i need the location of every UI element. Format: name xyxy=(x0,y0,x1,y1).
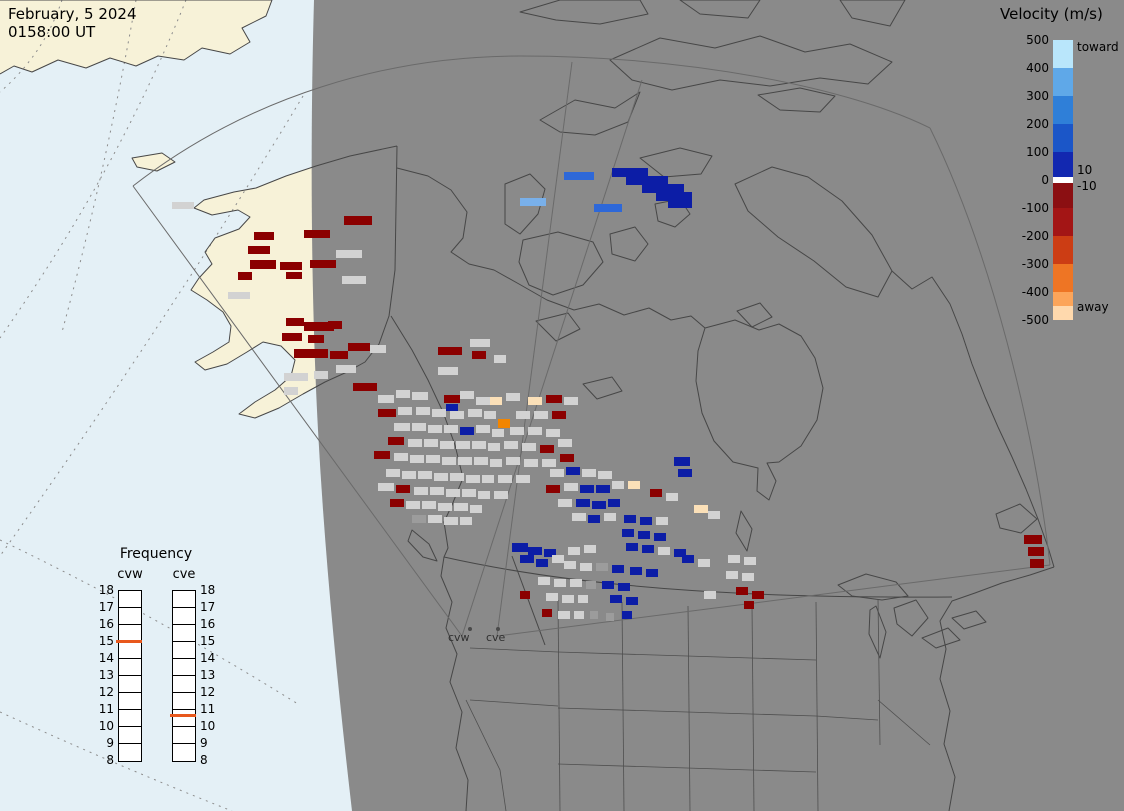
frequency-tick-label: 9 xyxy=(106,736,114,750)
frequency-legend-title: Frequency xyxy=(119,546,193,562)
velocity-tick-label: -200 xyxy=(1021,229,1049,243)
frequency-scale-cell xyxy=(119,693,141,710)
state-borders xyxy=(465,598,931,811)
radar-sites xyxy=(468,627,500,631)
frequency-tick-label: 14 xyxy=(98,651,114,665)
frequency-tick-label: 15 xyxy=(200,634,216,648)
colorbar-segment xyxy=(1053,96,1073,124)
radar-label-cve: cve xyxy=(486,631,506,644)
velocity-tick-label: 500 xyxy=(1026,33,1049,47)
night-region xyxy=(311,0,1124,811)
frequency-scale-cell xyxy=(173,744,195,761)
timestamp: February, 5 2024 0158:00 UT xyxy=(8,5,137,41)
frequency-tick-label: 8 xyxy=(200,753,208,767)
frequency-scale-cell xyxy=(173,710,195,727)
colorbar-segment xyxy=(1053,306,1073,320)
colorbar-segment xyxy=(1053,124,1073,152)
frequency-tick-label: 17 xyxy=(200,600,216,614)
colorbar-segment xyxy=(1053,208,1073,236)
velocity-inner-tick-plus10: 10 xyxy=(1077,163,1093,177)
velocity-tick-label: 200 xyxy=(1026,117,1049,131)
velocity-legend-title: Velocity (m/s) xyxy=(1000,5,1103,23)
frequency-scale-cell xyxy=(173,591,195,608)
colorbar-segment xyxy=(1053,292,1073,306)
frequency-scale xyxy=(118,590,142,762)
velocity-inner-tick-minus10: -10 xyxy=(1077,179,1097,193)
frequency-scale-cell xyxy=(119,676,141,693)
frequency-tick-label: 13 xyxy=(98,668,114,682)
frequency-scale-cell xyxy=(173,676,195,693)
frequency-column-label: cve xyxy=(172,567,196,582)
frequency-scale-cell xyxy=(173,659,195,676)
frequency-tick-label: 10 xyxy=(200,719,216,733)
frequency-tick-label: 14 xyxy=(200,651,216,665)
time-label: 0158:00 UT xyxy=(8,23,96,41)
velocity-tick-label: 400 xyxy=(1026,61,1049,75)
frequency-tick-label: 17 xyxy=(98,600,114,614)
frequency-tick-label: 13 xyxy=(200,668,216,682)
frequency-scale-cell xyxy=(173,727,195,744)
frequency-marker xyxy=(116,639,142,643)
frequency-scale-cell xyxy=(119,727,141,744)
frequency-scale xyxy=(172,590,196,762)
frequency-tick-label: 9 xyxy=(200,736,208,750)
frequency-tick-label: 18 xyxy=(98,583,114,597)
velocity-tick-label: -500 xyxy=(1021,313,1049,327)
frequency-tick-label: 10 xyxy=(98,719,114,733)
colorbar-segment xyxy=(1053,40,1073,68)
velocity-tick-label: 0 xyxy=(1041,173,1049,187)
colorbar-segment xyxy=(1053,68,1073,96)
frequency-tick-label: 12 xyxy=(98,685,114,699)
frequency-tick-label: 12 xyxy=(200,685,216,699)
frequency-scale-cell xyxy=(119,710,141,727)
radar-site-dot xyxy=(468,627,472,631)
frequency-scale-cell xyxy=(173,625,195,642)
frequency-tick-label: 11 xyxy=(200,702,216,716)
colorbar-segment xyxy=(1053,264,1073,292)
frequency-scale-cell xyxy=(173,642,195,659)
velocity-tick-label: -400 xyxy=(1021,285,1049,299)
frequency-column-label: cvw xyxy=(117,567,143,582)
frequency-scale-cell xyxy=(119,659,141,676)
colorbar-segment xyxy=(1053,236,1073,264)
frequency-marker xyxy=(170,714,196,718)
colorbar-segment xyxy=(1053,152,1073,177)
colorbar-segment xyxy=(1053,177,1073,183)
velocity-tick-label: 300 xyxy=(1026,89,1049,103)
velocity-tick-label: -100 xyxy=(1021,201,1049,215)
radar-label-cvw: cvw xyxy=(448,631,470,644)
date-label: February, 5 2024 xyxy=(8,5,137,23)
frequency-scale-cell xyxy=(119,744,141,761)
frequency-scale-cell xyxy=(119,608,141,625)
frequency-tick-label: 11 xyxy=(98,702,114,716)
frequency-tick-label: 8 xyxy=(106,753,114,767)
frequency-scale-cell xyxy=(119,642,141,659)
frequency-tick-label: 16 xyxy=(98,617,114,631)
colorbar-segment xyxy=(1053,183,1073,208)
toward-label: toward xyxy=(1077,40,1119,54)
frequency-tick-label: 16 xyxy=(200,617,216,631)
away-label: away xyxy=(1077,300,1109,314)
frequency-scale-cell xyxy=(173,608,195,625)
velocity-tick-label: 100 xyxy=(1026,145,1049,159)
radar-site-dot xyxy=(496,627,500,631)
frequency-tick-label: 18 xyxy=(200,583,216,597)
frequency-tick-label: 15 xyxy=(98,634,114,648)
velocity-colorbar xyxy=(1053,40,1073,320)
frequency-scale-cell xyxy=(173,693,195,710)
graticule xyxy=(0,0,304,811)
frequency-scale-cell xyxy=(119,591,141,608)
velocity-tick-label: -300 xyxy=(1021,257,1049,271)
